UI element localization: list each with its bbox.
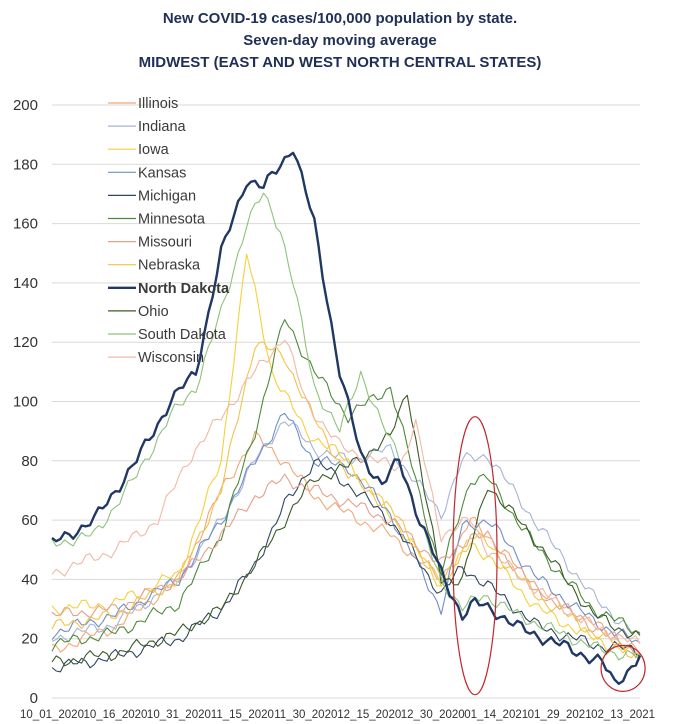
series-line-wisconsin [51, 339, 641, 645]
y-tick-label: 200 [13, 97, 38, 114]
legend: Illinois Indiana Iowa Kansas Michigan Minneso… [108, 96, 230, 366]
y-tick-label: 100 [13, 394, 38, 411]
legend-label-iowa: Iowa [138, 142, 170, 158]
series-line-michigan [51, 458, 641, 673]
y-tick-label: 60 [21, 512, 38, 529]
legend-label-minnesota: Minnesota [138, 212, 206, 228]
x-tick-label: 12_30_2020 [401, 709, 465, 721]
legend-label-kansas: Kansas [138, 165, 186, 181]
x-tick-label: 01_29_2021 [528, 709, 592, 721]
x-tick-label: 10_31_2020 [147, 709, 211, 721]
y-tick-label: 40 [21, 571, 38, 588]
x-tick-label: 10_16_2020 [83, 709, 147, 721]
legend-label-ohio: Ohio [138, 304, 169, 320]
legend-label-illinois: Illinois [138, 96, 178, 112]
series-line-ohio [51, 394, 641, 667]
title-line-3: MIDWEST (EAST AND WEST NORTH CENTRAL STA… [138, 54, 542, 71]
legend-label-south-dakota: South Dakota [138, 327, 227, 343]
series-line-iowa [51, 253, 641, 661]
y-tick-label: 120 [13, 334, 38, 351]
y-tick-label: 80 [21, 453, 38, 470]
series-line-nebraska [51, 341, 641, 659]
x-tick-label: 02_13_2021 [591, 709, 655, 721]
series-line-north-dakota [51, 151, 642, 685]
x-tick-label: 01_14_2021 [464, 709, 528, 721]
x-tick-label: 11_15_2020 [211, 709, 274, 721]
y-axis-ticks: 0 20 40 60 80 100 120 140 160 180 200 [13, 97, 38, 707]
legend-label-indiana: Indiana [138, 119, 187, 135]
legend-label-wisconsin: Wisconsin [138, 350, 204, 366]
series-line-minnesota [51, 319, 641, 652]
annotation-ellipse [452, 416, 498, 696]
annotation-ellipse [600, 644, 646, 692]
legend-label-missouri: Missouri [138, 235, 192, 251]
series-lines [51, 151, 642, 685]
title-line-2: Seven-day moving average [243, 32, 437, 49]
x-tick-label: 10_01_2020 [20, 709, 84, 721]
y-tick-label: 20 [21, 631, 38, 648]
x-tick-label: 12_15_2020 [337, 709, 401, 721]
series-line-south-dakota [51, 192, 641, 661]
legend-label-michigan: Michigan [138, 188, 196, 204]
legend-label-nebraska: Nebraska [138, 258, 201, 274]
y-tick-label: 140 [13, 275, 38, 292]
series-line-kansas [51, 412, 641, 644]
x-axis-ticks: 10_01_2020 10_16_2020 10_31_2020 11_15_2020… [20, 709, 655, 721]
series-line-indiana [51, 421, 641, 643]
title-line-1: New COVID-19 cases/100,000 population by… [162, 10, 518, 27]
y-tick-label: 160 [13, 216, 38, 233]
series-line-illinois [51, 430, 641, 655]
legend-label-north-dakota: North Dakota [138, 281, 230, 297]
gridlines [52, 104, 640, 699]
x-tick-label: 11_30_2020 [274, 709, 337, 721]
chart-title: New COVID-19 cases/100,000 population by… [0, 8, 680, 74]
y-tick-label: 0 [30, 690, 38, 707]
y-tick-label: 180 [13, 156, 38, 173]
annotations [452, 416, 646, 696]
